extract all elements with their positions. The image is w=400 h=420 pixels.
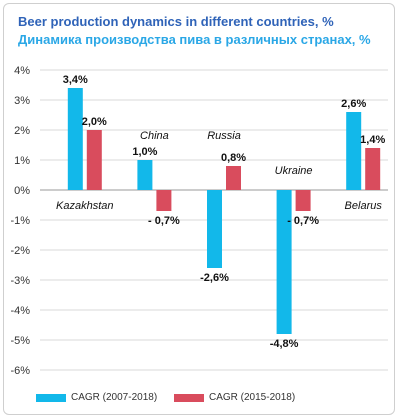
bar-russia-series-1 (226, 166, 241, 190)
data-label: - 0,7% (287, 215, 319, 227)
category-label-russia: Russia (207, 130, 241, 142)
y-tick-label: 4% (14, 65, 30, 77)
bar-china-series-0 (137, 160, 153, 190)
chart-frame (3, 3, 395, 415)
y-axis: 4% 3% 2% 1% 0% -1% -2% -3% -4% -5% -6% (10, 65, 30, 377)
y-tick-label: 0% (14, 185, 30, 197)
y-tick-label: 1% (14, 155, 30, 167)
data-label: -4,8% (270, 338, 299, 350)
category-label-china: China (140, 130, 169, 142)
data-label: 2,6% (341, 98, 366, 110)
y-tick-label: -2% (10, 245, 30, 257)
bar-belarus-series-1 (365, 148, 381, 190)
legend-label: CAGR (2015-2018) (209, 392, 296, 403)
bar-ukraine-series-0 (276, 190, 292, 334)
y-tick-label: 2% (14, 125, 30, 137)
legend-label: CAGR (2007-2018) (71, 392, 158, 403)
y-tick-label: -5% (10, 335, 30, 347)
bar-russia-series-0 (207, 190, 222, 268)
category-labels: Kazakhstan China Russia Ukraine Belarus (56, 130, 382, 212)
legend-item-cagr-2015-2018: CAGR (2015-2018) (174, 392, 295, 403)
data-label: 0,8% (221, 152, 246, 164)
bar-china-series-1 (156, 190, 172, 211)
legend-swatch-red (174, 393, 204, 402)
bar-ukraine-series-1 (295, 190, 311, 211)
category-label-belarus: Belarus (345, 200, 383, 212)
bar-belarus-series-0 (346, 112, 362, 190)
legend-swatch-blue (36, 393, 66, 402)
y-tick-label: -6% (10, 365, 30, 377)
data-label: 1,0% (132, 146, 157, 158)
category-label-kazakhstan: Kazakhstan (56, 200, 113, 212)
y-tick-label: -4% (10, 305, 30, 317)
bar-kazakhstan-series-1 (86, 130, 102, 190)
chart-subtitle: Динамика производства пива в различных с… (18, 32, 371, 47)
bars (67, 88, 381, 334)
y-tick-label: -1% (10, 215, 30, 227)
data-label: - 0,7% (148, 215, 180, 227)
y-tick-label: -3% (10, 275, 30, 287)
y-tick-label: 3% (14, 95, 30, 107)
data-label: -2,6% (200, 272, 229, 284)
chart-title: Beer production dynamics in different co… (18, 14, 334, 29)
legend-item-cagr-2007-2018: CAGR (2007-2018) (36, 392, 157, 403)
data-label: 1,4% (360, 134, 385, 146)
data-labels: 3,4% 2,0% 1,0% - 0,7% -2,6% 0,8% -4,8% - 0,7% 2,… (63, 74, 386, 350)
data-label: 3,4% (63, 74, 88, 86)
category-label-ukraine: Ukraine (275, 165, 313, 177)
grid-lines (40, 69, 388, 371)
bar-kazakhstan-series-0 (67, 88, 83, 190)
data-label: 2,0% (82, 116, 107, 128)
